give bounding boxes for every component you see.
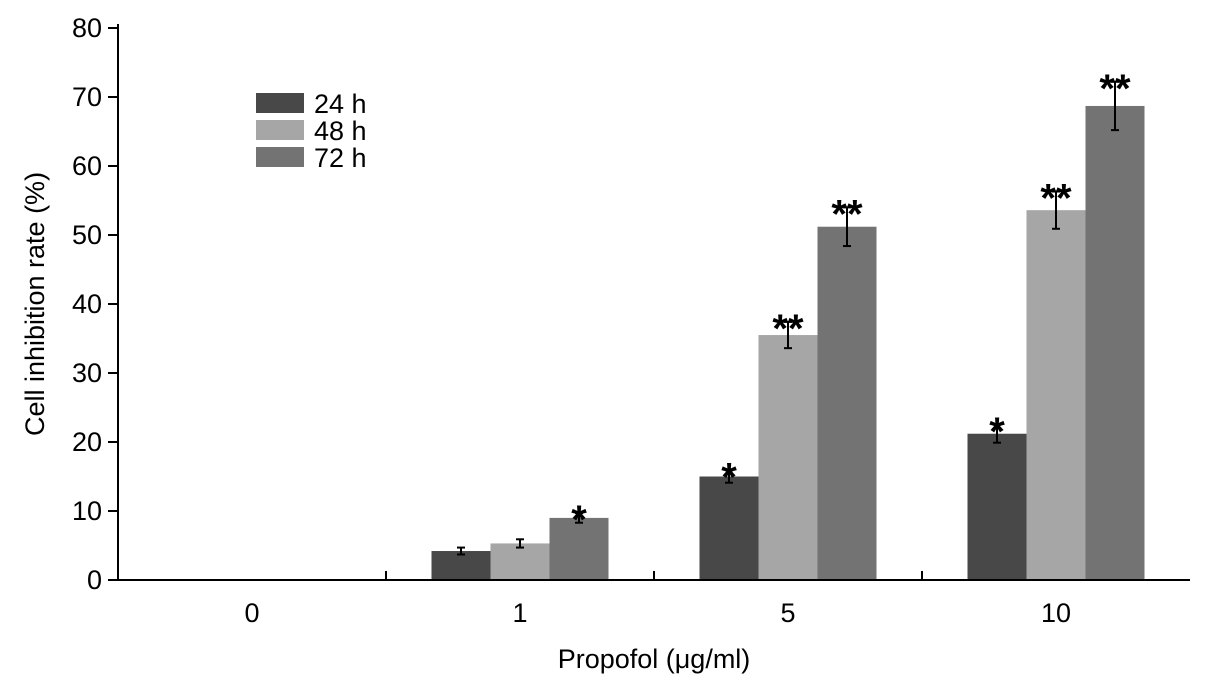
- x-axis-ticks: 0 1 5 10: [244, 571, 1071, 628]
- y-tick-label: 30: [72, 358, 102, 388]
- y-tick-label: 80: [72, 13, 102, 43]
- significance-marker: *: [571, 498, 587, 542]
- significance-markers: ***********: [571, 67, 1131, 542]
- significance-marker: *: [721, 455, 737, 499]
- y-tick-label: 50: [72, 220, 102, 250]
- legend: 24 h48 h72 h: [256, 89, 367, 173]
- x-tick-label: 1: [512, 598, 527, 628]
- bars: [431, 105, 1145, 580]
- y-axis-ticks: 0 10 20 30 40 50 60 70 80: [72, 13, 118, 595]
- bar: [1085, 105, 1145, 580]
- significance-marker: **: [1040, 177, 1072, 221]
- legend-label: 72 h: [314, 143, 367, 173]
- bar: [817, 226, 877, 580]
- legend-label: 48 h: [314, 116, 367, 146]
- y-tick-label: 10: [72, 496, 102, 526]
- significance-marker: **: [772, 307, 804, 351]
- significance-marker: **: [831, 192, 863, 236]
- y-tick-label: 60: [72, 151, 102, 181]
- error-bars: [457, 80, 1119, 556]
- bar: [549, 517, 609, 580]
- bar: [758, 335, 818, 580]
- legend-swatch: [256, 93, 304, 113]
- legend-swatch: [256, 120, 304, 140]
- x-tick-label: 0: [244, 598, 259, 628]
- bar: [431, 551, 491, 580]
- y-tick-label: 0: [87, 565, 102, 595]
- bar: [699, 476, 759, 580]
- y-tick-label: 40: [72, 289, 102, 319]
- y-axis-title: Cell inhibition rate (%): [20, 172, 50, 436]
- bar: [490, 543, 550, 580]
- x-axis-title: Propofol (μg/ml): [558, 644, 751, 674]
- bar: [967, 433, 1027, 580]
- legend-label: 24 h: [314, 89, 367, 119]
- significance-marker: *: [989, 410, 1005, 454]
- legend-swatch: [256, 147, 304, 167]
- x-tick-label: 5: [780, 598, 795, 628]
- y-tick-label: 70: [72, 82, 102, 112]
- significance-marker: **: [1099, 67, 1131, 111]
- y-tick-label: 20: [72, 427, 102, 457]
- x-tick-label: 10: [1041, 598, 1071, 628]
- bar: [1026, 210, 1086, 580]
